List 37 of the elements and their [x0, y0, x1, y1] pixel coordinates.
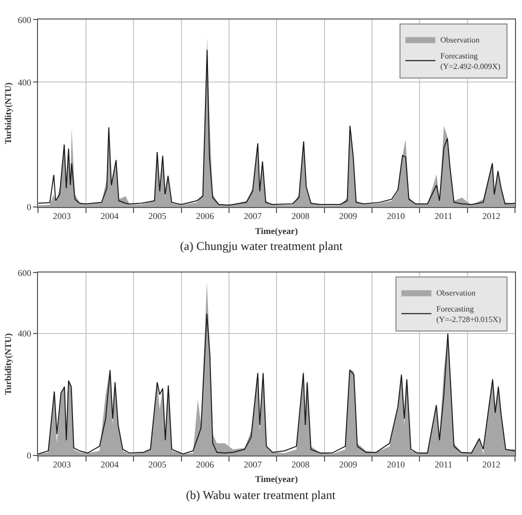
- y-tick-label: 0: [26, 202, 32, 212]
- line-series: [38, 313, 516, 454]
- legend-label: Observation: [436, 288, 476, 298]
- x-tick-label: 2006: [196, 459, 215, 470]
- legend-label: Forecasting (Y=2.492-0.009X): [440, 52, 501, 71]
- x-tick-label: 2003: [52, 210, 72, 221]
- x-tick-label: 2011: [434, 459, 452, 470]
- x-tick-label: 2003: [52, 459, 72, 470]
- x-tick-label: 2008: [291, 459, 310, 470]
- x-tick-label: 2010: [386, 210, 406, 221]
- x-axis-title: Time(year): [255, 474, 298, 484]
- legend-label: Observation: [440, 35, 480, 44]
- x-tick-label: 2005: [148, 459, 167, 470]
- x-tick-label: 2004: [100, 459, 120, 470]
- x-tick-label: 2006: [196, 210, 215, 221]
- x-tick-label: 2007: [244, 210, 262, 221]
- x-tick-label: 2012: [482, 210, 500, 221]
- y-tick-label: 600: [18, 268, 32, 278]
- y-tick-label: 400: [18, 77, 32, 88]
- y-tick-label: 400: [18, 328, 32, 339]
- x-tick-label: 2007: [244, 459, 262, 470]
- x-tick-label: 2010: [386, 459, 406, 470]
- y-axis-title: Turbidity(NTU): [3, 333, 14, 395]
- x-tick-label: 2009: [339, 210, 358, 221]
- text: (a) Chungju water treatment plant: [180, 239, 344, 253]
- text: (b) Wabu water treatment plant: [186, 488, 336, 502]
- x-tick-label: 2004: [100, 210, 120, 221]
- legend-label: Forecasting (Y=-2.728+0.015X): [436, 304, 502, 324]
- x-tick-label: 2008: [291, 210, 310, 221]
- y-axis-title: Turbidity(NTU): [3, 82, 14, 144]
- x-tick-label: 2005: [148, 210, 167, 221]
- x-tick-label: 2009: [339, 459, 358, 470]
- x-axis-title: Time(year): [255, 226, 298, 236]
- y-tick-label: 0: [26, 450, 32, 461]
- x-tick-label: 2012: [482, 459, 500, 470]
- x-tick-label: 2011: [434, 210, 452, 221]
- y-tick-label: 600: [18, 14, 32, 25]
